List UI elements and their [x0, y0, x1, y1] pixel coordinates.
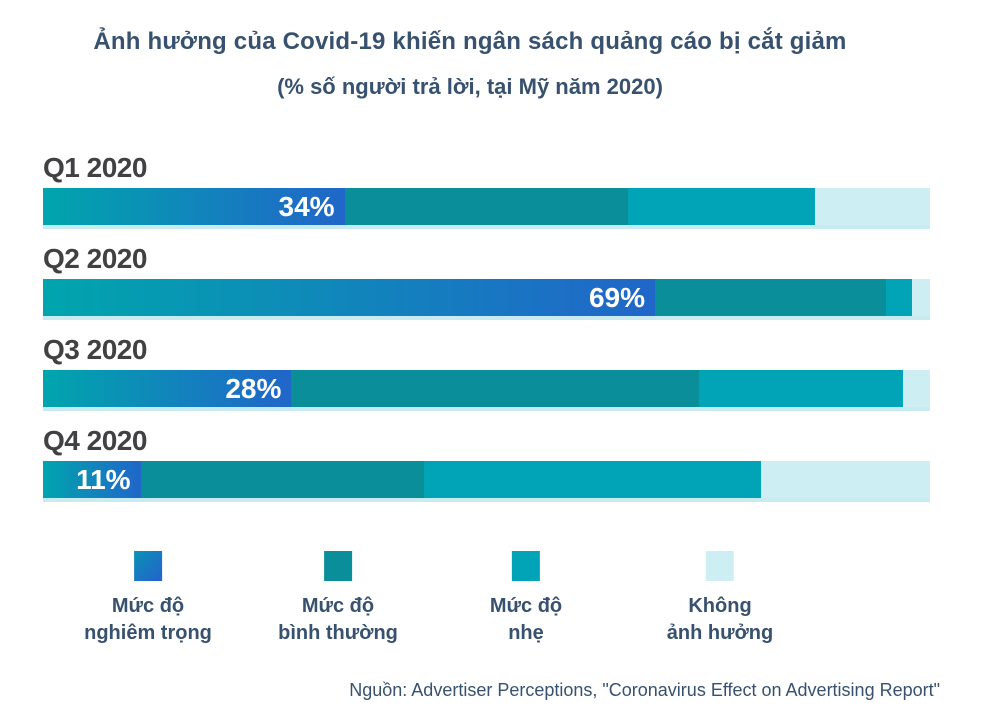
legend: Mức độ nghiêm trọng Mức độ bình thường M…: [0, 551, 991, 661]
stacked-bar: 28%: [43, 370, 930, 407]
legend-label-line2: nhẹ: [508, 622, 544, 644]
bar-value-label: 34%: [278, 190, 335, 222]
bar-segment-severe: 28%: [43, 370, 292, 407]
legend-label-line2: bình thường: [278, 622, 398, 644]
legend-label-line1: Mức độ: [301, 595, 375, 617]
bar-segment-normal: [344, 188, 629, 225]
legend-label: Mức độ nghiêm trọng: [84, 593, 212, 647]
row-label: Q1 2020: [43, 152, 147, 183]
bar-chart: Q1 2020 34% Q2 2020 69% Q3 2020 28% Q4 2020 11%: [43, 152, 930, 516]
bar-segment-mild: [885, 279, 913, 316]
bar-segment-severe: 69%: [43, 279, 656, 316]
legend-label: Mức độ bình thường: [278, 593, 398, 647]
bar-segment-severe: 11%: [43, 461, 141, 498]
legend-swatch-mild: [511, 551, 540, 581]
chart-row: Q2 2020 69%: [43, 243, 930, 316]
bar-segment-normal: [140, 461, 425, 498]
legend-label-line1: Không: [688, 595, 752, 617]
legend-swatch-normal: [324, 551, 352, 581]
bar-segment-mild: [424, 461, 762, 498]
bar-value-label: 69%: [588, 281, 646, 313]
bar-segment-mild: [628, 188, 815, 225]
bar-segment-none: [912, 279, 930, 316]
chart-title: Ảnh hưởng của Covid-19 khiến ngân sách q…: [93, 28, 847, 55]
legend-label: Mức độ nhẹ: [490, 593, 562, 647]
chart-row: Q1 2020 34%: [43, 152, 930, 225]
source-credit: Nguồn: Advertiser Perceptions, "Coronavi…: [349, 680, 940, 700]
legend-swatch-none: [706, 551, 734, 581]
bar-segment-normal: [291, 370, 700, 407]
stacked-bar: 69%: [43, 279, 930, 316]
legend-swatch-severe: [133, 551, 162, 581]
legend-label-line2: ảnh hưởng: [666, 622, 774, 644]
row-label: Q3 2020: [43, 334, 147, 365]
bar-segment-none: [814, 188, 930, 225]
chart-row: Q3 2020 28%: [43, 334, 930, 407]
row-label: Q2 2020: [43, 243, 147, 274]
bar-segment-none: [903, 370, 930, 407]
legend-item-severe: Mức độ nghiêm trọng: [84, 551, 212, 647]
legend-label-line2: nghiêm trọng: [84, 622, 212, 644]
stacked-bar: 11%: [43, 461, 930, 498]
legend-item-none: Không ảnh hưởng: [667, 551, 773, 647]
chart-subtitle: (% số người trả lời, tại Mỹ năm 2020): [277, 74, 663, 99]
legend-label-line1: Mức độ: [111, 595, 185, 617]
bar-value-label: 11%: [76, 463, 131, 495]
bar-segment-normal: [655, 279, 886, 316]
legend-item-mild: Mức độ nhẹ: [490, 551, 562, 647]
bar-segment-mild: [699, 370, 904, 407]
bar-segment-none: [761, 461, 930, 498]
stacked-bar: 34%: [43, 188, 930, 225]
chart-row: Q4 2020 11%: [43, 425, 930, 498]
bar-segment-severe: 34%: [43, 188, 345, 225]
legend-label-line1: Mức độ: [489, 595, 563, 617]
legend-label: Không ảnh hưởng: [667, 593, 773, 647]
row-label: Q4 2020: [43, 425, 147, 456]
legend-item-normal: Mức độ bình thường: [278, 551, 398, 647]
bar-value-label: 28%: [225, 372, 282, 404]
